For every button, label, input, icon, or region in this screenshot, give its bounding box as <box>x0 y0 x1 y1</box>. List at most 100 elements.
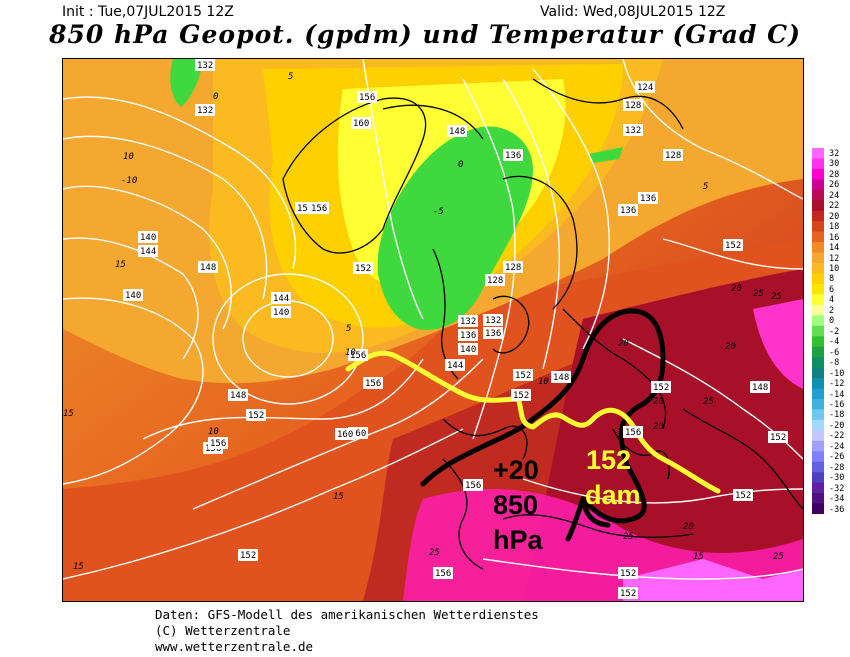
colorbar-swatch <box>812 221 824 233</box>
svg-text:128: 128 <box>505 263 521 273</box>
isoline <box>502 78 561 370</box>
geo-label: 128 <box>623 99 643 111</box>
isoline-low-outer <box>212 273 364 405</box>
geo-label: 152 <box>246 409 266 421</box>
geo-label: 144 <box>271 292 291 304</box>
colorbar-label: 4 <box>829 295 835 306</box>
svg-text:136: 136 <box>505 151 521 161</box>
colorbar-label: 32 <box>829 149 840 159</box>
north-africa-coast <box>502 514 694 538</box>
geo-label: 136 <box>638 192 658 204</box>
colorbar-swatch <box>812 210 824 222</box>
isoline <box>63 96 297 270</box>
colorbar-label: 2 <box>829 305 835 316</box>
svg-text:152: 152 <box>248 411 264 421</box>
colorbar-label: -34 <box>829 494 845 505</box>
colorbar-swatch <box>812 419 824 431</box>
colorbar-swatch <box>812 357 824 369</box>
colorbar-label: 18 <box>829 222 840 233</box>
svg-text:152: 152 <box>620 589 636 599</box>
annotation-152: 152 <box>586 445 631 475</box>
colorbar-swatch <box>812 409 824 421</box>
geo-label: 140 <box>271 306 291 318</box>
geo-label: 152 <box>651 381 671 393</box>
svg-text:128: 128 <box>487 276 503 286</box>
temp-label: 10 <box>123 152 134 162</box>
geo-label: 156 <box>623 426 643 438</box>
colorbar-label: 22 <box>829 201 840 212</box>
coast-segment <box>502 175 578 310</box>
svg-text:132: 132 <box>197 106 213 116</box>
isoline <box>622 338 803 460</box>
website-link[interactable]: www.wetterzentrale.de <box>155 639 314 654</box>
svg-text:144: 144 <box>140 247 156 257</box>
temp-label: -10 <box>121 176 137 186</box>
geo-label: 140 <box>458 343 478 355</box>
colorbar-swatch <box>812 283 824 295</box>
temp-label: -5 <box>433 207 444 217</box>
colorbar-label: -36 <box>829 504 845 515</box>
data-source-text: Daten: GFS-Modell des amerikanischen Wet… <box>155 607 539 622</box>
geo-label: 152 <box>238 549 258 561</box>
temp-label: 25 <box>703 397 714 407</box>
temp-label: 25 <box>773 552 784 562</box>
geo-label: 152 <box>768 431 788 443</box>
svg-text:156: 156 <box>311 204 327 214</box>
footer: Daten: GFS-Modell des amerikanischen Wet… <box>155 607 539 655</box>
svg-text:124: 124 <box>637 83 653 93</box>
colorbar-swatch <box>812 189 824 201</box>
geo-label: 152 <box>723 239 743 251</box>
colorbar-swatch <box>812 315 824 327</box>
colorbar-swatch <box>812 158 824 170</box>
svg-text:148: 148 <box>200 263 216 273</box>
svg-text:156: 156 <box>625 428 641 438</box>
greenland-coast <box>282 97 427 254</box>
temp-label: 15 <box>73 562 84 572</box>
svg-text:144: 144 <box>273 294 289 304</box>
colorbar-label: -14 <box>829 389 845 400</box>
svg-text:156: 156 <box>210 439 226 449</box>
iberia-coast <box>442 458 484 570</box>
isoline <box>482 558 803 580</box>
temp-label: 0 <box>458 160 463 170</box>
temp-label: 15 <box>115 260 126 270</box>
svg-text:132: 132 <box>197 61 213 71</box>
svg-text:148: 148 <box>752 383 768 393</box>
temp-label: 10 <box>538 377 549 387</box>
colorbar-label: -26 <box>829 452 845 463</box>
geo-label: 152 <box>618 567 638 579</box>
geo-label: 140 <box>138 231 158 243</box>
annotation-hpa: hPa <box>493 525 544 555</box>
cold-air-green-east <box>588 147 623 163</box>
temp-label: 15 <box>63 409 74 419</box>
colorbar-swatch <box>812 461 824 473</box>
coast-segment <box>442 418 528 460</box>
svg-text:136: 136 <box>460 331 476 341</box>
svg-text:156: 156 <box>365 379 381 389</box>
colorbar-label: -18 <box>829 410 845 421</box>
geo-label: 156 <box>348 349 368 361</box>
temperature-labels: 0 5 10 15 20 25 -5 0 5 10 15 20 25 -10 1… <box>63 72 784 572</box>
colorbar-label: -22 <box>829 431 845 442</box>
geo-label: 136 <box>483 327 503 339</box>
svg-text:15: 15 <box>297 204 308 214</box>
temp-label: 25 <box>429 548 440 558</box>
valid-time: Valid: Wed,08JUL2015 12Z <box>540 4 726 20</box>
svg-text:132: 132 <box>460 317 476 327</box>
colorbar-label: 24 <box>829 190 840 201</box>
svg-text:156: 156 <box>359 93 375 103</box>
coast-segment <box>382 104 484 140</box>
coast-segment <box>562 308 667 430</box>
svg-text:128: 128 <box>625 101 641 111</box>
temp-label: 5 <box>288 72 293 82</box>
isoline <box>662 238 803 270</box>
geo-label: 152 <box>353 262 373 274</box>
geo-label: 136 <box>458 329 478 341</box>
geo-label: 156 <box>433 567 453 579</box>
temp-label: 25 <box>753 289 764 299</box>
colorbar-swatch <box>812 367 824 379</box>
colorbar-label: 16 <box>829 232 840 243</box>
colorbar-label: -24 <box>829 441 845 452</box>
geo-label: 132 <box>195 104 215 116</box>
geo-label: 148 <box>551 371 571 383</box>
